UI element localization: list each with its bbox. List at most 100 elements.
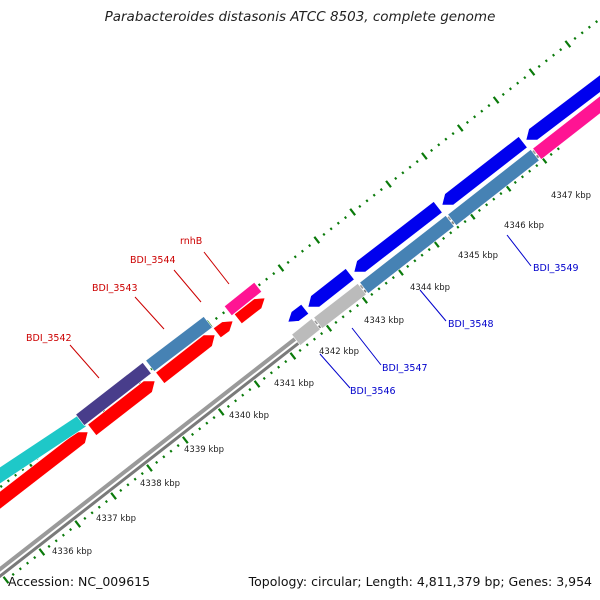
inner-tick-mark xyxy=(169,449,173,453)
inner-tick-mark xyxy=(83,516,87,520)
outer-tick-mark xyxy=(385,180,392,188)
inner-tick-mark xyxy=(90,511,94,515)
genome-summary: Topology: circular; Length: 4,811,379 bp… xyxy=(248,574,592,589)
outer-tick-mark xyxy=(329,227,333,231)
inner-tick-mark xyxy=(361,296,368,304)
outer-tick-mark xyxy=(0,484,3,488)
inner-tick-mark xyxy=(513,180,517,184)
map-title: Parabacteroides distasonis ATCC 8503, co… xyxy=(104,9,496,25)
outer-tick-mark xyxy=(265,277,269,281)
inner-tick-mark xyxy=(427,248,431,252)
inner-tick-mark xyxy=(11,572,15,576)
inner-tick-mark xyxy=(298,348,302,352)
accession-text: Accession: NC_009615 xyxy=(8,574,151,589)
gene-label: BDI_3543 xyxy=(92,283,138,294)
inner-tick-mark xyxy=(449,231,453,235)
outer-tick-mark xyxy=(430,148,434,152)
outer-tick-mark xyxy=(523,76,527,80)
gene-label: BDI_3544 xyxy=(130,255,176,266)
outer-tick-mark xyxy=(358,204,362,208)
gene-label: BDI_3549 xyxy=(533,263,579,274)
inner-tick-mark xyxy=(406,264,410,268)
gene-bar-red xyxy=(212,320,234,339)
outer-tick-mark xyxy=(473,115,477,119)
tick-label: 4345 kbp xyxy=(458,251,498,261)
label-leaders xyxy=(69,234,532,389)
inner-tick-mark xyxy=(277,365,281,369)
inner-tick-mark xyxy=(104,500,108,504)
tick-label: 4340 kbp xyxy=(229,411,269,421)
tick-labels: 4336 kbp 4337 kbp 4338 kbp 4339 kbp 4340 kbp… xyxy=(52,191,591,557)
inner-tick-mark xyxy=(234,399,238,403)
inner-tick-mark xyxy=(241,393,245,397)
gene-bar-red xyxy=(233,297,266,325)
outer-tick-mark xyxy=(286,260,290,264)
tick-label: 4346 kbp xyxy=(504,221,544,231)
gene-bar-magenta xyxy=(532,95,600,160)
tick-label: 4339 kbp xyxy=(184,445,224,455)
inner-tick-mark xyxy=(226,404,230,408)
gene-label: BDI_3548 xyxy=(448,319,494,330)
inner-tick-mark xyxy=(181,436,189,444)
gene-bar-grey xyxy=(291,318,321,346)
outer-tick-mark xyxy=(492,96,500,104)
gene-label: rnhB xyxy=(180,236,202,247)
inner-tick-mark xyxy=(325,324,333,332)
inner-tick-mark xyxy=(535,164,539,168)
outer-tick-mark xyxy=(415,160,419,164)
outer-tick-mark xyxy=(559,48,563,52)
gene-bar-steelblue xyxy=(359,215,455,294)
outer-tick-mark xyxy=(573,36,577,40)
inner-tick-mark xyxy=(312,337,316,341)
inner-tick-mark xyxy=(334,320,338,324)
inner-tick-mark xyxy=(269,371,273,375)
leader-line xyxy=(69,344,100,379)
tick-label: 4347 kbp xyxy=(551,191,591,201)
gene-bar-blue xyxy=(287,303,310,323)
inner-tick-mark xyxy=(217,408,225,416)
inner-tick-mark xyxy=(456,225,460,229)
outer-tick-mark xyxy=(580,31,584,35)
inner-tick-mark xyxy=(25,561,30,565)
outer-tick-mark xyxy=(272,272,276,276)
outer-tick-mark xyxy=(421,152,428,160)
outer-tick-mark xyxy=(313,236,321,244)
outer-tick-mark xyxy=(13,473,18,477)
outer-tick-mark xyxy=(501,92,505,96)
outer-tick-mark xyxy=(300,249,304,253)
inner-tick-mark xyxy=(262,376,266,380)
outer-tick-mark xyxy=(508,87,512,91)
gene-bar-red xyxy=(0,431,89,510)
gene-labels: BDI_3542 BDI_3543 BDI_3544 rnhB BDI_3546 BDI_… xyxy=(26,236,579,397)
gene-bar-blue xyxy=(353,201,443,273)
inner-tick-mark xyxy=(205,421,209,425)
inner-tick-mark xyxy=(492,197,496,201)
tick-label: 4336 kbp xyxy=(52,547,92,557)
inner-tick-ring xyxy=(2,147,560,584)
inner-tick-mark xyxy=(140,472,144,476)
outer-tick-mark xyxy=(6,479,10,483)
inner-tick-mark xyxy=(413,259,417,263)
leader-line xyxy=(419,289,447,322)
gene-label: BDI_3542 xyxy=(26,333,72,344)
tick-label: 4342 kbp xyxy=(319,347,359,357)
outer-tick-mark xyxy=(408,165,412,169)
inner-tick-mark xyxy=(133,477,137,481)
inner-tick-mark xyxy=(485,203,489,207)
inner-tick-mark xyxy=(420,253,424,257)
outer-tick-mark xyxy=(451,132,455,136)
inner-tick-mark xyxy=(38,548,46,556)
outer-tick-mark xyxy=(343,216,348,220)
inner-tick-mark xyxy=(198,427,202,431)
inner-tick-mark xyxy=(341,315,345,319)
outer-tick-mark xyxy=(544,59,548,63)
inner-tick-mark xyxy=(348,309,352,313)
outer-tick-mark xyxy=(564,40,572,48)
inner-tick-mark xyxy=(520,175,524,179)
gene-bar-red xyxy=(87,380,156,436)
outer-tick-mark xyxy=(480,109,484,113)
inner-tick-mark xyxy=(176,444,180,448)
inner-tick-mark xyxy=(528,169,532,173)
outer-tick-mark xyxy=(465,120,469,124)
